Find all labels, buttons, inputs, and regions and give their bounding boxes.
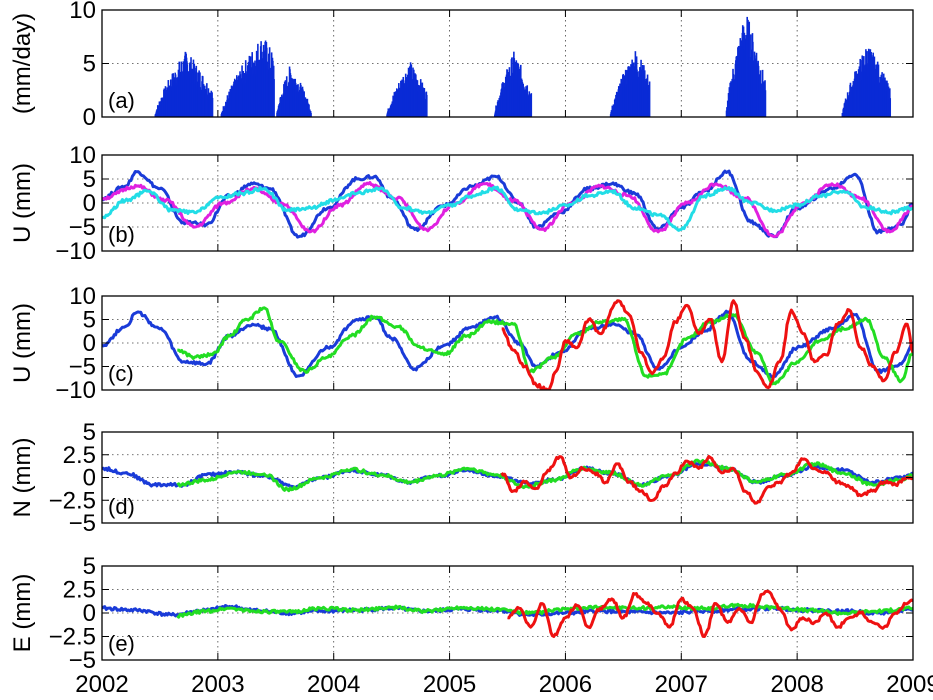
series-line-3 <box>507 589 913 638</box>
y-tick-label: −2.5 <box>49 624 96 651</box>
panel-d: −5−2.502.55 N (mm) (d) <box>9 419 914 537</box>
y-tick-label: 10 <box>69 283 96 310</box>
rainfall-bar <box>530 93 533 117</box>
panel-a: 0 5 10 (mm/day) (a) <box>9 0 914 131</box>
panel-label: (e) <box>108 631 135 656</box>
x-tick-label: 2009 <box>886 671 933 698</box>
rainfall-season-2 <box>220 40 275 117</box>
y-tick-label: 0 <box>83 330 96 357</box>
panel-label: (d) <box>108 494 135 519</box>
rainfall-bar <box>648 81 651 117</box>
series-line-3 <box>501 299 913 390</box>
rainfall-season-8 <box>841 48 892 117</box>
plot-area <box>102 455 913 505</box>
y-tick-label: 5 <box>83 553 96 580</box>
y-axis-label: E (mm) <box>9 574 36 653</box>
y-tick-label: 2.5 <box>63 577 96 604</box>
rainfall-season-3 <box>276 66 312 117</box>
y-axis-label: N (mm) <box>9 438 36 518</box>
series-line-3 <box>500 455 913 505</box>
y-tick-label: −10 <box>55 238 96 265</box>
y-tick-label: 10 <box>69 0 96 24</box>
y-tick-label: 0 <box>83 465 96 492</box>
plot-area <box>154 16 892 117</box>
rainfall-season-4 <box>386 62 428 117</box>
panel-label: (c) <box>108 361 134 386</box>
y-tick-label: −5 <box>69 354 96 381</box>
y-tick-label: 10 <box>69 142 96 169</box>
y-tick-label: 5 <box>83 51 96 78</box>
rainfall-bar <box>211 97 214 117</box>
rainfall-bar <box>889 98 892 117</box>
rainfall-bar <box>764 90 767 117</box>
y-tick-label: 0 <box>83 190 96 217</box>
y-axis-label: (mm/day) <box>9 13 36 114</box>
y-tick-label: 0 <box>83 600 96 627</box>
plot-area <box>102 299 913 390</box>
y-tick-label: −10 <box>55 377 96 404</box>
y-tick-label: 0 <box>83 104 96 131</box>
panel-e: −5−2.502.55 2002 2003 2004 2005 2006 2007 2008 2… <box>9 553 933 698</box>
rainfall-season-1 <box>154 51 214 117</box>
x-tick-label: 2006 <box>539 671 592 698</box>
rainfall-bar <box>273 79 275 117</box>
plot-area <box>102 589 913 638</box>
plot-area <box>102 169 913 239</box>
y-axis-label: U (mm) <box>9 163 36 243</box>
y-tick-label: −2.5 <box>49 487 96 514</box>
rainfall-bar <box>310 113 312 117</box>
y-axis-label: U (mm) <box>9 303 36 383</box>
y-tick-label: 2.5 <box>63 442 96 469</box>
y-tick-label: −5 <box>69 214 96 241</box>
x-tick-label: 2003 <box>191 671 244 698</box>
y-tick-label: −5 <box>69 510 96 537</box>
series-line-3 <box>102 185 913 232</box>
rainfall-season-5 <box>494 51 533 117</box>
x-tick-label: 2007 <box>655 671 708 698</box>
y-tick-label: 5 <box>83 307 96 334</box>
x-tick-label: 2004 <box>307 671 360 698</box>
x-tick-label: 2008 <box>770 671 823 698</box>
x-tick-label: 2005 <box>423 671 476 698</box>
rainfall-season-7 <box>725 16 767 117</box>
y-tick-label: 5 <box>83 419 96 446</box>
series-line-2 <box>177 306 913 386</box>
x-tick-label: 2002 <box>75 671 128 698</box>
panel-label: (a) <box>108 88 135 113</box>
panel-label: (b) <box>108 222 135 247</box>
y-tick-label: −5 <box>69 647 96 674</box>
rainfall-bar <box>425 94 428 117</box>
y-tick-label: 5 <box>83 166 96 193</box>
rainfall-season-6 <box>609 51 651 117</box>
